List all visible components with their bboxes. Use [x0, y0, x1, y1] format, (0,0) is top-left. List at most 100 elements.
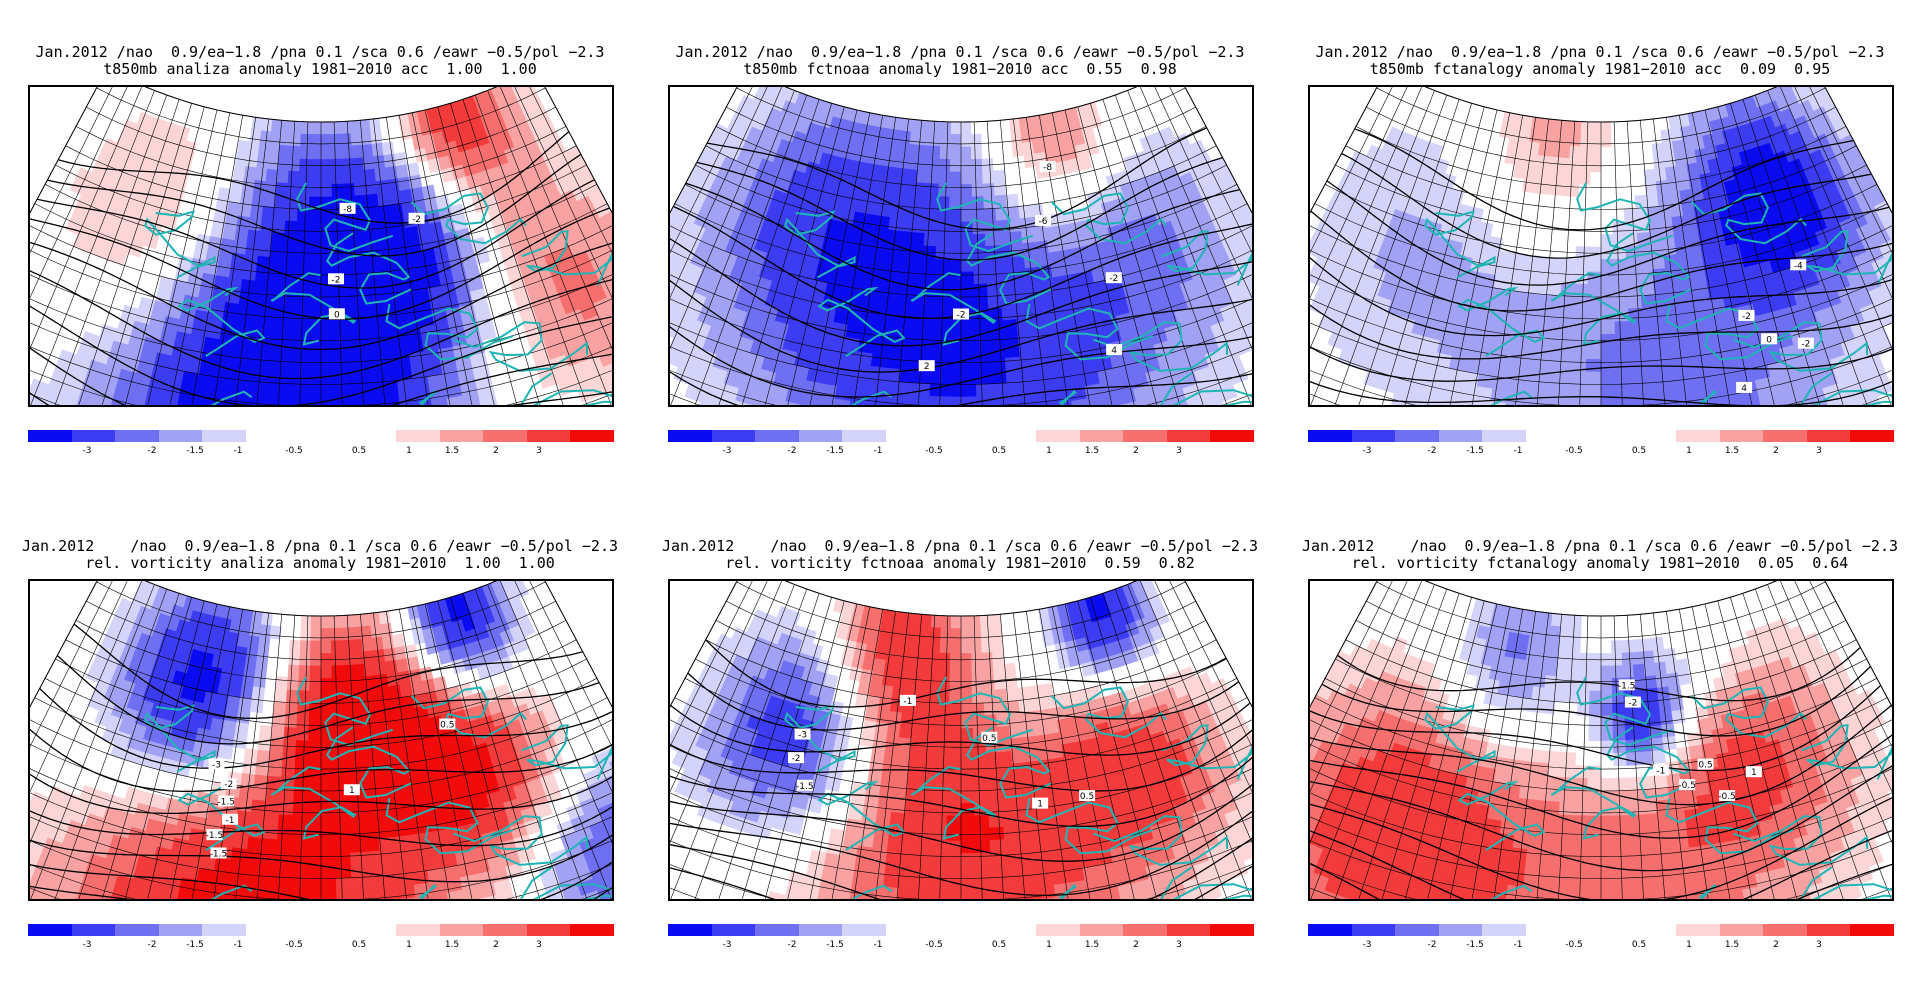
colorbar-tick-label: 0.5 — [991, 446, 1007, 456]
map-contour-label: -1.5 — [210, 849, 228, 859]
map-panel-t850-analysis: Jan.2012 /nao 0.9/ea−1.8 /pna 0.1 /sca 0… — [0, 0, 640, 494]
colorbar-tick-label: 3 — [1176, 446, 1182, 456]
colorbar-swatch-negative — [71, 430, 115, 442]
map-contour-label: -2 — [332, 275, 341, 285]
colorbar-tick-label: 0.5 — [1631, 446, 1647, 456]
colorbar-swatch-positive — [570, 430, 614, 442]
map-contour-label: -6 — [1039, 217, 1048, 227]
map-contour-label: -3 — [212, 761, 221, 771]
colorbar-tick-label: 0.5 — [351, 446, 367, 456]
map-contour-label: -3 — [798, 731, 807, 741]
colorbar — [668, 924, 1254, 936]
map-contour-label: -4 — [1794, 261, 1803, 271]
colorbar-tick-label: 0.5 — [351, 940, 367, 950]
colorbar-tick-label: 2 — [1133, 940, 1139, 950]
map-contour-label: 2 — [924, 362, 930, 372]
panel-title-line2: t850mb analiza anomaly 1981−2010 acc 1.0… — [103, 60, 537, 78]
panel-title-line1: Jan.2012 /nao 0.9/ea−1.8 /pna 0.1 /sca 0… — [21, 537, 619, 555]
colorbar-tick-label: -1 — [873, 940, 883, 950]
map-contour-label: -2 — [1109, 274, 1118, 284]
colorbar-swatch-negative — [668, 924, 712, 936]
colorbar-tick-label: 1.5 — [1084, 446, 1100, 456]
contour-lines — [30, 623, 612, 899]
map-contour-label: -1 — [1656, 767, 1665, 777]
colorbar-tick-label: 3 — [536, 446, 542, 456]
map-panel-vort-analogy: Jan.2012 /nao 0.9/ea−1.8 /pna 0.1 /sca 0… — [1280, 494, 1920, 988]
colorbar-swatch-negative — [115, 430, 159, 442]
colorbar-swatch-positive — [483, 924, 527, 936]
colorbar-swatch-negative — [1395, 924, 1439, 936]
map-frame: -3 -2 -1.5 -1 -1.5 -1.5 0.5 1 — [28, 579, 614, 901]
map-canvas: -8 -6 -2 -2 2 4 — [670, 87, 1252, 405]
colorbar-tick-label: -3 — [722, 940, 732, 950]
colorbar-tick-label: -0.5 — [285, 940, 303, 950]
contour-lines — [1310, 646, 1892, 899]
map-frame: -8-2-202 — [28, 85, 614, 407]
map-frame: -8 -6 -2 -2 2 4 — [668, 85, 1254, 407]
colorbar-tick-label: -1.5 — [1466, 446, 1484, 456]
panel-title-line2: t850mb fctnoaa anomaly 1981−2010 acc 0.5… — [743, 60, 1177, 78]
colorbar-tick-label: 1 — [1046, 940, 1052, 950]
colorbar-swatch-negative — [1308, 430, 1352, 442]
colorbar-tick-label: -3 — [1362, 940, 1372, 950]
colorbar-swatch-positive — [1806, 430, 1850, 442]
colorbar-tick-label: -1 — [1513, 446, 1523, 456]
panel-title-line1: Jan.2012 /nao 0.9/ea−1.8 /pna 0.1 /sca 0… — [661, 537, 1259, 555]
graticule — [30, 581, 612, 899]
colorbar-tick-label: -2 — [787, 446, 797, 456]
colorbar-swatch-positive — [1850, 924, 1894, 936]
map-contour-label: 0 — [1766, 335, 1772, 345]
colorbar-swatch-negative — [28, 430, 72, 442]
colorbar-swatch-positive — [1079, 430, 1123, 442]
colorbar-swatch-positive — [1763, 924, 1807, 936]
colorbar-tick-label: -1 — [233, 446, 243, 456]
map-canvas: -4-20-224 — [1310, 87, 1892, 405]
colorbar-swatch-negative — [1351, 924, 1395, 936]
colorbar-tick-label: 2 — [1773, 940, 1779, 950]
colorbar-tick-label: 1.5 — [1724, 940, 1740, 950]
colorbar-tick-label: -2 — [787, 940, 797, 950]
colorbar — [28, 924, 614, 936]
panel-title-line2: rel. vorticity fctnoaa anomaly 1981−2010… — [725, 554, 1195, 572]
colorbar-tick-label: -0.5 — [925, 446, 943, 456]
colorbar-swatch-positive — [1850, 430, 1894, 442]
colorbar-tick-label: -1.5 — [186, 446, 204, 456]
map-contour-label: 0.5 — [1698, 761, 1712, 771]
panel-title-line1: Jan.2012 /nao 0.9/ea−1.8 /pna 0.1 /sca 0… — [1301, 537, 1899, 555]
panel-title-line2: rel. vorticity fctanalogy anomaly 1981−2… — [1351, 554, 1849, 572]
colorbar-swatch-positive — [1719, 430, 1763, 442]
colorbar-swatch-negative — [755, 430, 799, 442]
colorbar-tick-label: 3 — [1176, 940, 1182, 950]
colorbar-swatch-negative — [1308, 924, 1352, 936]
colorbar-swatch-negative — [1482, 924, 1526, 936]
colorbar-tick-label: 1 — [1686, 446, 1692, 456]
panel-title-line1: Jan.2012 /nao 0.9/ea−1.8 /pna 0.1 /sca 0… — [675, 43, 1245, 61]
map-contour-label: -2 — [792, 754, 801, 764]
colorbar-tick-label: 3 — [536, 940, 542, 950]
map-contour-label: -2 — [957, 311, 966, 321]
colorbar-tick-label: 1.5 — [444, 446, 460, 456]
colorbar-swatch-positive — [483, 430, 527, 442]
map-panel-t850-noaa: Jan.2012 /nao 0.9/ea−1.8 /pna 0.1 /sca 0… — [640, 0, 1280, 494]
colorbar-tick-label: -2 — [1427, 940, 1437, 950]
colorbar-tick-label: -1 — [873, 446, 883, 456]
map-panel-t850-analogy: Jan.2012 /nao 0.9/ea−1.8 /pna 0.1 /sca 0… — [1280, 0, 1920, 494]
colorbar-swatch-positive — [1763, 430, 1807, 442]
map-contour-label: 4 — [1741, 384, 1747, 394]
map-contour-label: -1.5 — [796, 782, 814, 792]
colorbar-swatch-negative — [798, 924, 842, 936]
colorbar-tick-label: -0.5 — [925, 940, 943, 950]
map-panel-vort-analysis: Jan.2012 /nao 0.9/ea−1.8 /pna 0.1 /sca 0… — [0, 494, 640, 988]
map-contour-label: -2 — [412, 215, 421, 225]
colorbar-swatch-negative — [158, 924, 202, 936]
map-frame: -1.5 -2 -1 -0.5 0.5 -0.5 1 — [1308, 579, 1894, 901]
map-contour-label: 1 — [349, 786, 355, 796]
colorbar-swatch-negative — [711, 430, 755, 442]
colorbar-tick-label: 1.5 — [1084, 940, 1100, 950]
colorbar-tick-label: 3 — [1816, 940, 1822, 950]
colorbar-swatch-positive — [526, 430, 570, 442]
colorbar — [28, 430, 614, 442]
coastlines — [1424, 676, 1892, 899]
map-contour-label: -0.5 — [1718, 792, 1736, 802]
colorbar-swatch-positive — [1036, 430, 1080, 442]
